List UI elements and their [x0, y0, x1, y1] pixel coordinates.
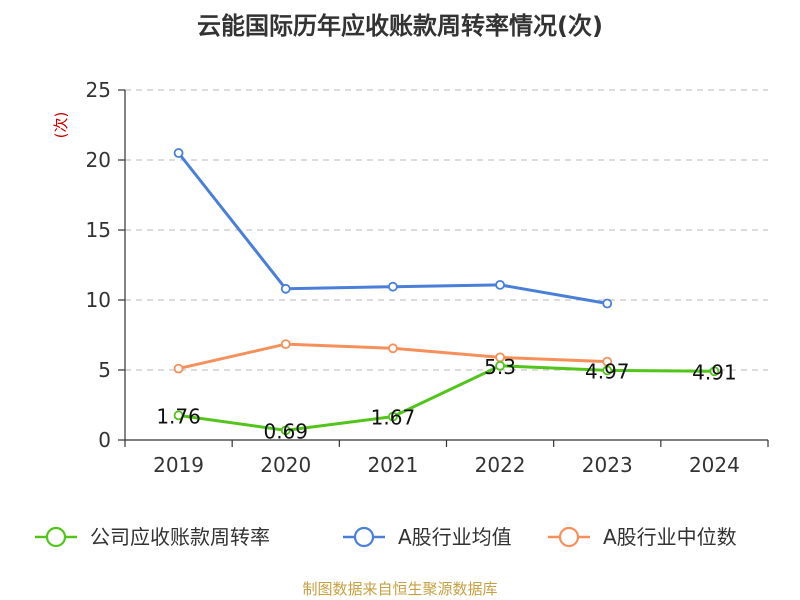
- axes: 0 5 10 15 20 25 2019 2020 2021 2022 2023 2024: [86, 78, 769, 477]
- legend-item-1: A股行业均值: [343, 525, 512, 549]
- y-tick-label-15: 15: [86, 218, 111, 242]
- legend-marker-0: [45, 526, 67, 548]
- series-0-point-2020: [280, 425, 291, 436]
- series-0-point-2019: [173, 410, 184, 421]
- y-tick-label-10: 10: [86, 288, 111, 312]
- data-label-2024: 4.91: [692, 360, 737, 384]
- legend-item-0: 公司应收账款周转率: [35, 525, 270, 549]
- x-tick-label-2022: 2022: [475, 453, 526, 477]
- series-1-point-2020: [280, 283, 291, 294]
- data-label-2021: 1.67: [371, 406, 416, 430]
- series-0-point-2024: [709, 366, 720, 377]
- y-axis-unit-label: (次): [52, 112, 70, 139]
- x-tick-label-2019: 2019: [153, 453, 204, 477]
- series-2-point-2019: [173, 363, 184, 374]
- legend-marker-2: [558, 526, 580, 548]
- series-2-point-2021: [388, 343, 398, 354]
- series-line-0: [178, 364, 715, 432]
- data-label-2020: 0.69: [263, 419, 308, 443]
- y-tick-label-0: 0: [98, 428, 111, 452]
- series-2-point-2020: [280, 339, 291, 350]
- series-1-point-2021: [388, 281, 398, 292]
- x-tick-label-2021: 2021: [367, 453, 418, 477]
- data-label-2019: 1.76: [156, 404, 201, 428]
- legend-label-1: A股行业均值: [398, 525, 512, 549]
- data-label-2022: 5.3: [484, 355, 516, 379]
- legend-marker-1: [353, 526, 375, 548]
- series-1-point-2022: [495, 279, 505, 290]
- legend-item-2: A股行业中位数: [548, 525, 737, 549]
- legend-label-0: 公司应收账款周转率: [90, 525, 270, 549]
- legend: 公司应收账款周转率 A股行业均值 A股行业中位数: [35, 525, 737, 549]
- x-tick-label-2024: 2024: [689, 453, 740, 477]
- y-tick-label-25: 25: [86, 78, 111, 102]
- x-tick-label-2020: 2020: [260, 453, 311, 477]
- chart-title: 云能国际历年应收账款周转率情况(次): [197, 12, 603, 40]
- y-tick-label-5: 5: [98, 358, 111, 382]
- series-line-1: [177, 152, 608, 305]
- series-1-point-2023: [602, 298, 613, 309]
- series-1-point-2019: [173, 148, 184, 158]
- legend-label-2: A股行业中位数: [603, 525, 737, 549]
- grid-lines: [125, 89, 768, 371]
- data-labels: 1.76 0.69 1.67 5.3 4.97 4.91: [156, 355, 736, 444]
- series-0-point-2023: [602, 365, 613, 376]
- series-0-point-2021: [388, 411, 398, 422]
- data-label-2023: 4.97: [585, 359, 630, 383]
- y-tick-label-20: 20: [86, 148, 111, 172]
- series-0-point-2022: [495, 360, 505, 371]
- x-tick-label-2023: 2023: [582, 453, 633, 477]
- series-lines: [173, 148, 720, 436]
- source-note: 制图数据来自恒生聚源数据库: [302, 580, 497, 598]
